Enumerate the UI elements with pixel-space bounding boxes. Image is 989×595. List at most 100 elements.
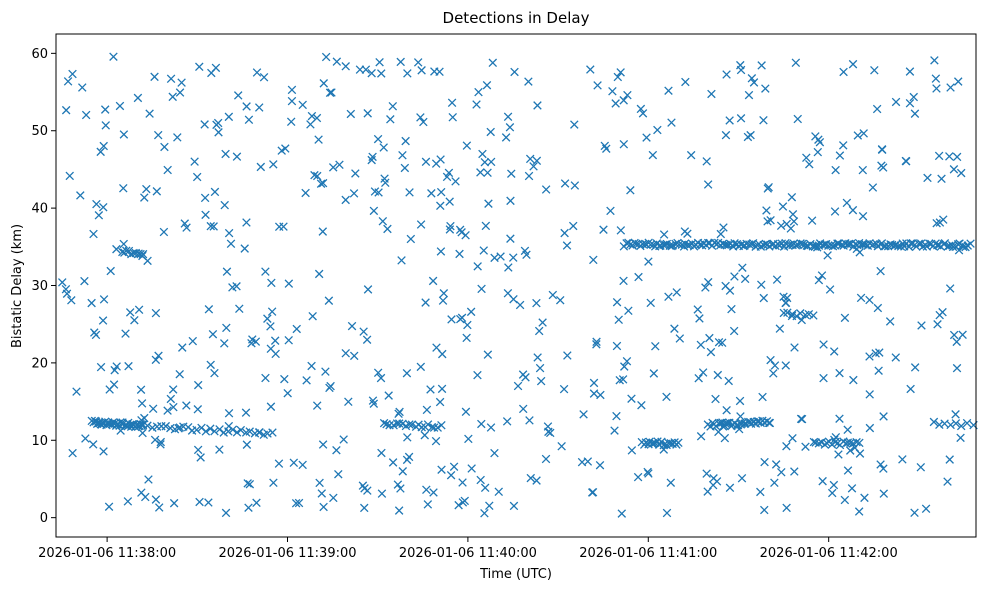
data-point-marker — [377, 448, 386, 458]
data-point-marker — [636, 104, 646, 114]
data-point-marker — [592, 340, 601, 349]
data-point-marker — [190, 157, 199, 166]
data-point-marker — [529, 162, 538, 171]
data-point-marker — [782, 503, 791, 513]
data-point-marker — [188, 336, 198, 346]
data-point-marker — [423, 500, 433, 509]
data-point-marker — [416, 220, 426, 229]
data-point-marker — [462, 333, 471, 343]
data-point-marker — [298, 460, 307, 470]
data-point-marker — [393, 480, 403, 489]
data-point-marker — [858, 165, 868, 175]
x-tick-label: 2026-01-06 11:41:00 — [579, 546, 717, 561]
data-point-marker — [606, 206, 615, 216]
data-point-marker — [559, 384, 569, 394]
data-point-marker — [349, 189, 359, 198]
data-point-marker — [210, 368, 219, 378]
data-point-marker — [548, 290, 558, 300]
data-point-marker — [429, 488, 438, 497]
data-point-marker — [268, 428, 277, 437]
data-point-marker — [934, 151, 944, 161]
data-point-marker — [312, 113, 322, 123]
data-point-marker — [416, 362, 426, 372]
data-point-marker — [417, 66, 426, 75]
data-point-marker — [856, 293, 866, 303]
data-point-marker — [937, 174, 946, 184]
data-point-marker — [627, 446, 637, 455]
data-point-marker — [301, 188, 310, 198]
data-point-marker — [819, 373, 828, 383]
data-point-marker — [463, 320, 472, 330]
data-point-marker — [151, 308, 161, 318]
data-point-marker — [140, 193, 149, 202]
data-point-marker — [213, 118, 223, 128]
data-point-marker — [555, 295, 565, 305]
data-point-marker — [206, 360, 215, 370]
data-point-marker — [943, 477, 952, 486]
data-point-marker — [570, 120, 579, 129]
data-point-marker — [87, 298, 96, 308]
data-point-marker — [533, 101, 542, 110]
data-point-marker — [787, 192, 797, 202]
data-point-marker — [744, 90, 754, 100]
data-point-marker — [436, 187, 446, 197]
data-point-marker — [252, 498, 261, 508]
data-point-marker — [698, 368, 708, 377]
data-point-marker — [719, 223, 728, 232]
data-point-marker — [714, 337, 724, 347]
data-point-marker — [416, 113, 425, 122]
data-point-marker — [210, 426, 219, 436]
data-point-marker — [781, 361, 791, 370]
data-point-marker — [761, 84, 770, 93]
data-point-marker — [840, 313, 850, 323]
data-point-marker — [192, 425, 201, 435]
data-point-marker — [618, 375, 628, 384]
data-point-marker — [163, 165, 172, 175]
data-point-marker — [347, 321, 357, 331]
data-point-marker — [294, 498, 304, 508]
data-point-marker — [703, 180, 713, 189]
data-point-marker — [480, 157, 490, 167]
data-point-marker — [533, 353, 542, 362]
data-point-marker — [138, 249, 148, 259]
data-point-marker — [65, 171, 74, 181]
data-point-marker — [945, 152, 954, 161]
data-point-marker — [914, 239, 924, 249]
y-axis-label: Bistatic Delay (km) — [10, 224, 25, 348]
data-point-marker — [702, 157, 711, 166]
data-point-marker — [916, 462, 926, 472]
data-point-marker — [214, 128, 223, 137]
data-point-marker — [259, 73, 269, 82]
data-point-marker — [662, 392, 671, 402]
data-point-marker — [712, 477, 722, 486]
data-point-marker — [891, 240, 901, 250]
data-point-marker — [355, 65, 365, 74]
data-point-marker — [326, 381, 335, 391]
data-point-marker — [532, 476, 541, 485]
data-point-marker — [344, 397, 353, 407]
data-point-marker — [777, 468, 786, 477]
data-point-marker — [406, 234, 416, 244]
data-point-marker — [101, 121, 111, 130]
data-point-marker — [438, 349, 447, 359]
data-point-marker — [232, 152, 242, 161]
data-point-marker — [283, 388, 292, 398]
data-point-marker — [526, 473, 536, 483]
data-point-marker — [377, 69, 386, 78]
data-point-marker — [623, 90, 632, 100]
data-point-marker — [388, 458, 398, 467]
data-point-marker — [953, 77, 963, 86]
data-point-marker — [346, 109, 356, 119]
data-point-marker — [429, 423, 439, 432]
data-point-marker — [341, 62, 350, 71]
data-point-marker — [206, 424, 215, 433]
data-point-marker — [764, 418, 774, 428]
data-point-marker — [382, 419, 391, 429]
y-axis-ticks: 0 10 20 30 40 50 60 — [31, 47, 56, 526]
data-point-marker — [472, 100, 481, 109]
data-point-marker — [242, 102, 251, 111]
data-point-marker — [909, 92, 919, 102]
data-point-marker — [595, 460, 605, 470]
data-point-marker — [788, 210, 798, 219]
